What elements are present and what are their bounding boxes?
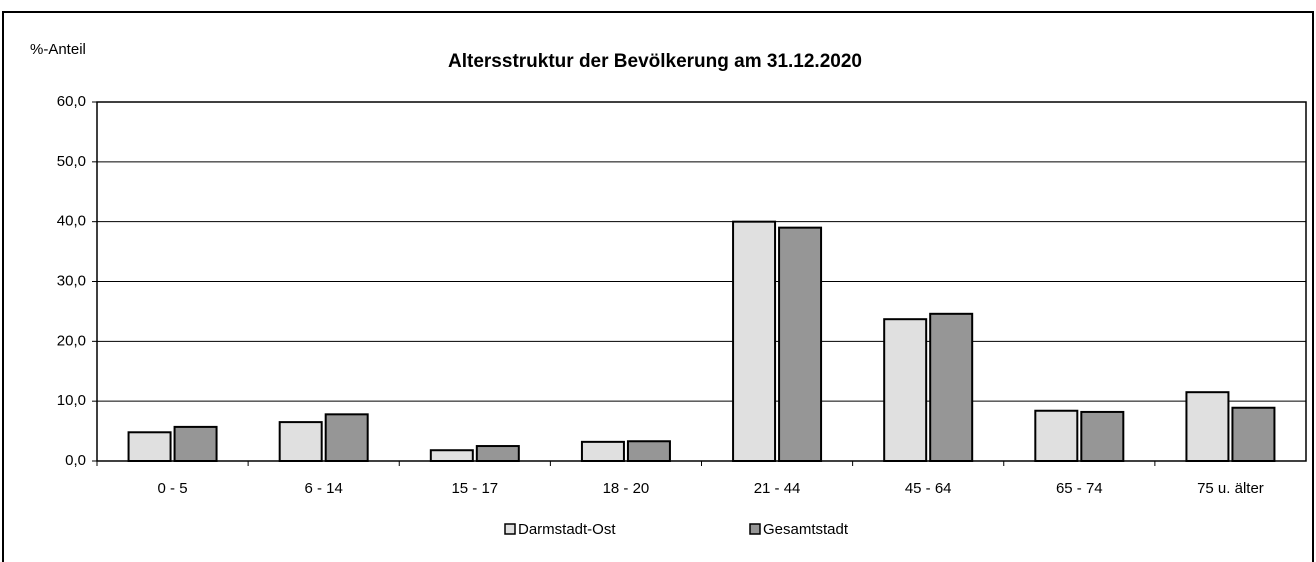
frame bbox=[2, 11, 1314, 562]
bar bbox=[324, 413, 369, 462]
bar bbox=[580, 440, 625, 462]
bar bbox=[883, 318, 928, 462]
x-tick-label: 21 - 44 bbox=[754, 480, 801, 497]
legend-swatch bbox=[504, 523, 516, 535]
x-tick-label: 65 - 74 bbox=[1056, 480, 1103, 497]
x-tick-label: 75 u. älter bbox=[1197, 480, 1264, 497]
y-tick-label: 10,0 bbox=[57, 392, 86, 409]
x-tick-label: 0 - 5 bbox=[158, 480, 188, 497]
x-tick-label: 15 - 17 bbox=[451, 480, 498, 497]
legend-label: Darmstadt-Ost bbox=[518, 521, 616, 538]
bar bbox=[127, 431, 172, 462]
y-tick-label: 40,0 bbox=[57, 213, 86, 230]
bar bbox=[173, 425, 218, 462]
bar bbox=[778, 226, 823, 462]
legend-swatch bbox=[749, 523, 761, 535]
bar bbox=[1034, 409, 1079, 462]
y-axis-label: %-Anteil bbox=[30, 41, 86, 58]
x-tick-label: 45 - 64 bbox=[905, 480, 952, 497]
y-tick-label: 30,0 bbox=[57, 272, 86, 289]
x-tick-label: 18 - 20 bbox=[603, 480, 650, 497]
bar bbox=[1185, 391, 1230, 463]
y-tick-label: 50,0 bbox=[57, 153, 86, 170]
bar bbox=[429, 449, 474, 463]
chart-title: Altersstruktur der Bevölkerung am 31.12.… bbox=[448, 51, 862, 72]
legend-label: Gesamtstadt bbox=[763, 521, 849, 538]
y-tick-label: 0,0 bbox=[65, 452, 86, 469]
y-tick-label: 20,0 bbox=[57, 332, 86, 349]
bar bbox=[626, 440, 671, 463]
bar bbox=[1080, 410, 1125, 463]
bar bbox=[732, 220, 777, 462]
bar bbox=[475, 445, 520, 462]
bar bbox=[929, 312, 974, 462]
bar bbox=[278, 421, 323, 463]
x-tick-label: 6 - 14 bbox=[305, 480, 343, 497]
bar bbox=[1231, 406, 1276, 462]
y-tick-label: 60,0 bbox=[57, 93, 86, 110]
